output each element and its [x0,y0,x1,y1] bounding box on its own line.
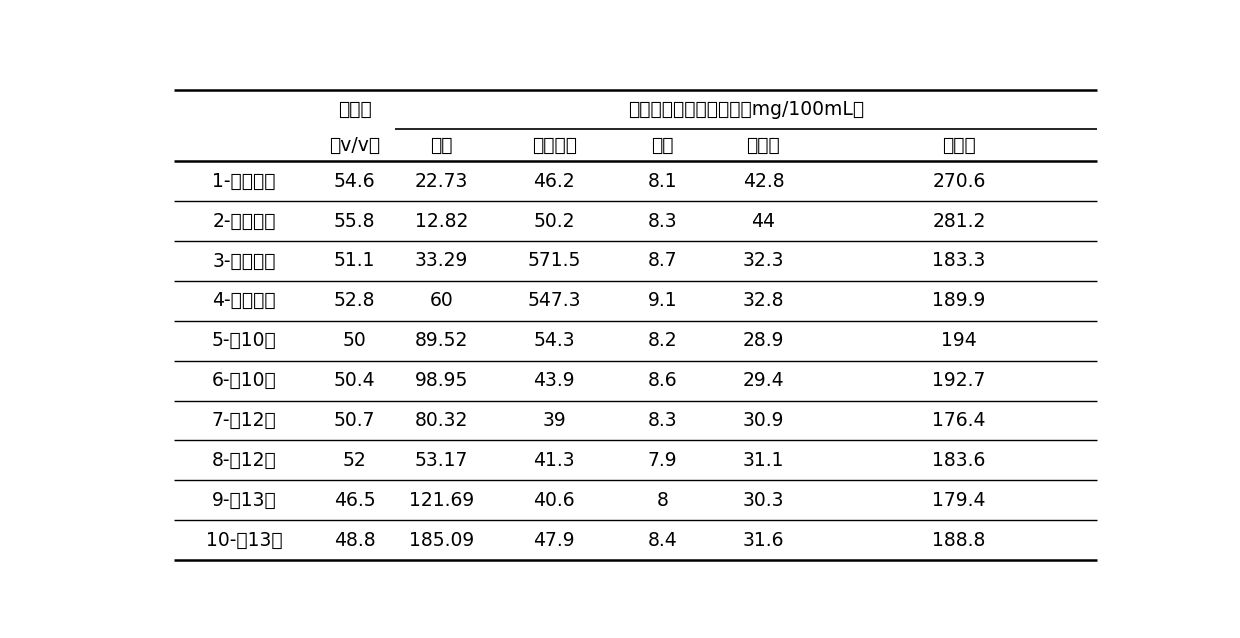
Text: 32.3: 32.3 [743,251,784,271]
Text: 7-酱12号: 7-酱12号 [212,411,277,430]
Text: 12.82: 12.82 [415,212,469,230]
Text: 乙酸乙酯: 乙酸乙酯 [532,136,577,154]
Text: 10-酱13号: 10-酱13号 [206,531,283,550]
Text: 8.4: 8.4 [647,531,677,550]
Text: 50: 50 [342,331,367,350]
Text: 2-酵母１号: 2-酵母１号 [212,212,275,230]
Text: 8.2: 8.2 [647,331,677,350]
Text: 121.69: 121.69 [409,491,475,510]
Text: 3-酵母２号: 3-酵母２号 [212,251,275,271]
Text: 54.3: 54.3 [533,331,575,350]
Text: 43.9: 43.9 [533,371,575,390]
Text: 33.29: 33.29 [415,251,469,271]
Text: 8.6: 8.6 [647,371,677,390]
Text: 8.7: 8.7 [647,251,677,271]
Text: 80.32: 80.32 [415,411,469,430]
Text: 29.4: 29.4 [743,371,784,390]
Text: 179.4: 179.4 [932,491,986,510]
Text: 52: 52 [342,451,367,470]
Text: 正丙醇: 正丙醇 [746,136,780,154]
Text: 酒精度: 酒精度 [337,100,372,119]
Text: 50.4: 50.4 [334,371,376,390]
Text: 8.3: 8.3 [647,411,677,430]
Text: 41.3: 41.3 [533,451,575,470]
Text: 9-酱13号: 9-酱13号 [212,491,277,510]
Text: 8.1: 8.1 [647,172,677,191]
Text: （v/v）: （v/v） [329,136,381,154]
Text: 8.3: 8.3 [647,212,677,230]
Text: 192.7: 192.7 [932,371,986,390]
Text: 31.1: 31.1 [743,451,784,470]
Text: 7.9: 7.9 [647,451,677,470]
Text: 48.8: 48.8 [334,531,376,550]
Text: 5-酱10号: 5-酱10号 [212,331,277,350]
Text: 30.3: 30.3 [743,491,784,510]
Text: 40.6: 40.6 [533,491,575,510]
Text: 50.2: 50.2 [533,212,575,230]
Text: 55.8: 55.8 [334,212,376,230]
Text: 1-酵母１号: 1-酵母１号 [212,172,275,191]
Text: 52.8: 52.8 [334,292,376,310]
Text: 8-酱12号: 8-酱12号 [212,451,277,470]
Text: 183.6: 183.6 [932,451,986,470]
Text: 22.73: 22.73 [415,172,469,191]
Text: 281.2: 281.2 [932,212,986,230]
Text: 60: 60 [430,292,454,310]
Text: 乙醛: 乙醛 [430,136,453,154]
Text: 54.6: 54.6 [334,172,376,191]
Text: 甲醇: 甲醇 [651,136,673,154]
Text: 53.17: 53.17 [415,451,469,470]
Text: 44: 44 [751,212,775,230]
Text: 185.09: 185.09 [409,531,475,550]
Text: 188.8: 188.8 [932,531,986,550]
Text: 39: 39 [542,411,565,430]
Text: 6-酱10号: 6-酱10号 [212,371,277,390]
Text: 176.4: 176.4 [932,411,986,430]
Text: 189.9: 189.9 [932,292,986,310]
Text: 270.6: 270.6 [932,172,986,191]
Text: 183.3: 183.3 [932,251,986,271]
Text: 46.5: 46.5 [334,491,376,510]
Text: 89.52: 89.52 [415,331,469,350]
Text: 31.6: 31.6 [743,531,784,550]
Text: 4-酵母２号: 4-酵母２号 [212,292,277,310]
Text: 50.7: 50.7 [334,411,376,430]
Text: 42.8: 42.8 [743,172,784,191]
Text: 51.1: 51.1 [334,251,376,271]
Text: 46.2: 46.2 [533,172,575,191]
Text: 32.8: 32.8 [743,292,784,310]
Text: 194: 194 [941,331,977,350]
Text: 547.3: 547.3 [527,292,580,310]
Text: 28.9: 28.9 [743,331,784,350]
Text: 9.1: 9.1 [647,292,677,310]
Text: 糟沙气相色谱检测指标（mg/100mL）: 糟沙气相色谱检测指标（mg/100mL） [627,100,864,119]
Text: 30.9: 30.9 [743,411,784,430]
Text: 8: 8 [657,491,668,510]
Text: 98.95: 98.95 [415,371,469,390]
Text: 47.9: 47.9 [533,531,575,550]
Text: 571.5: 571.5 [527,251,580,271]
Text: 杂醇油: 杂醇油 [942,136,976,154]
